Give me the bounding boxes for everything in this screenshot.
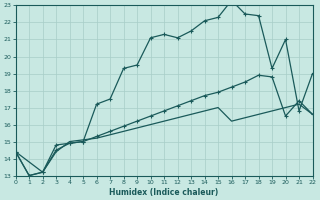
X-axis label: Humidex (Indice chaleur): Humidex (Indice chaleur) xyxy=(109,188,219,197)
